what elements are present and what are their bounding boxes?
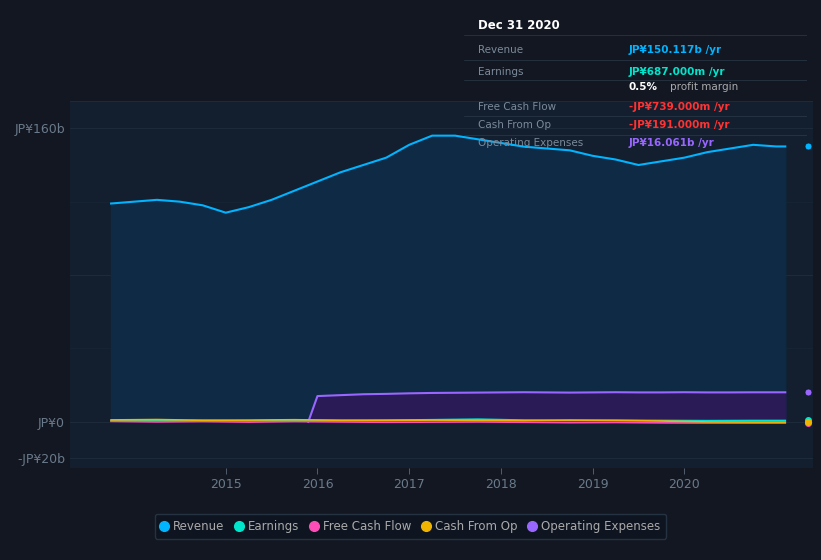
Text: JP¥687.000m /yr: JP¥687.000m /yr: [629, 67, 725, 77]
Text: JP¥150.117b /yr: JP¥150.117b /yr: [629, 45, 722, 55]
Text: JP¥16.061b /yr: JP¥16.061b /yr: [629, 138, 714, 148]
Text: profit margin: profit margin: [670, 82, 738, 92]
Text: -JP¥191.000m /yr: -JP¥191.000m /yr: [629, 120, 729, 130]
Text: Dec 31 2020: Dec 31 2020: [478, 19, 559, 32]
Text: Free Cash Flow: Free Cash Flow: [478, 102, 556, 112]
Text: -JP¥739.000m /yr: -JP¥739.000m /yr: [629, 102, 729, 112]
Text: Revenue: Revenue: [478, 45, 523, 55]
Legend: Revenue, Earnings, Free Cash Flow, Cash From Op, Operating Expenses: Revenue, Earnings, Free Cash Flow, Cash …: [155, 514, 666, 539]
Text: Operating Expenses: Operating Expenses: [478, 138, 583, 148]
Text: Cash From Op: Cash From Op: [478, 120, 551, 130]
Text: Earnings: Earnings: [478, 67, 523, 77]
Text: 0.5%: 0.5%: [629, 82, 658, 92]
